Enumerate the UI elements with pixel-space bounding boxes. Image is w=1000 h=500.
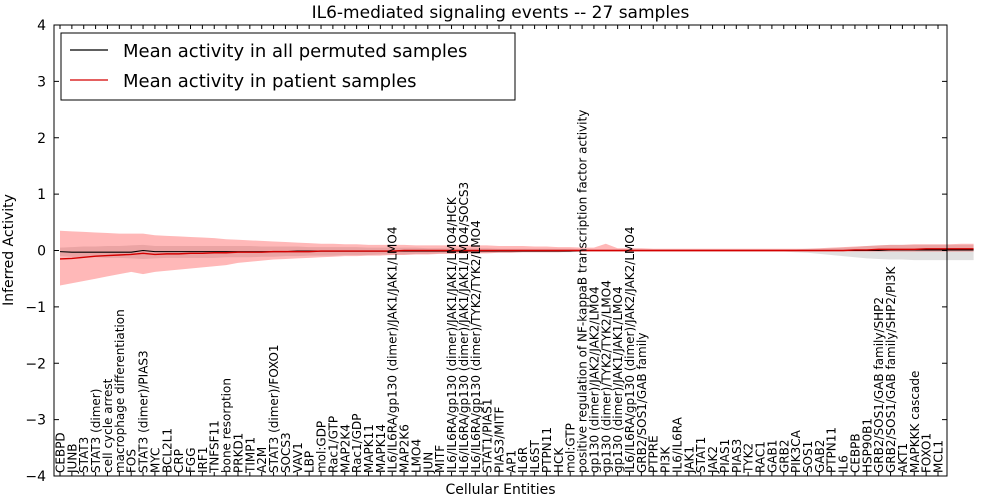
x-tick-label: AP1 bbox=[504, 450, 518, 473]
y-tick-label: 4 bbox=[37, 18, 46, 34]
x-tick-label: PI3K bbox=[659, 446, 673, 473]
x-tick-label: CEBPB bbox=[848, 433, 862, 473]
x-tick-label: JAK2 bbox=[706, 446, 720, 474]
x-tick-label: bone resorption bbox=[220, 378, 234, 473]
x-tick-label: STAT3 bbox=[77, 437, 91, 473]
legend-label-permuted: Mean activity in all permuted samples bbox=[123, 41, 467, 62]
y-tick-label: −1 bbox=[25, 300, 46, 316]
x-tick-label: MCL1 bbox=[932, 440, 946, 473]
x-tick-label: positive regulation of NF-kappaB transcr… bbox=[576, 110, 590, 473]
x-tick-label: MAPKKK cascade bbox=[908, 371, 922, 473]
x-tick-label: MAPK11 bbox=[362, 424, 376, 473]
x-tick-label: IL6/IL6RA/gp130 (dimer)/JAK1/JAK1/LMO4/H… bbox=[445, 196, 459, 473]
y-tick-label: −3 bbox=[25, 413, 46, 429]
x-tick-label: HCK bbox=[552, 447, 566, 473]
x-tick-label: IL6/IL6RA bbox=[670, 416, 684, 473]
x-tick-label: PIAS3/MITF bbox=[493, 406, 507, 473]
x-tick-label: MITF bbox=[433, 445, 447, 473]
x-tick-label: MYC bbox=[148, 448, 162, 473]
series-lines bbox=[59, 248, 974, 260]
y-tick-label: 3 bbox=[37, 74, 46, 90]
y-axis: −4 −3 −2 −1 0 1 2 3 4 bbox=[25, 18, 947, 485]
x-tick-label: BCL2L1 bbox=[160, 428, 174, 473]
x-tick-label: TNFSF11 bbox=[208, 420, 222, 474]
x-tick-label: gp130 (dimer)/JAK1/JAK1/LMO4 bbox=[611, 286, 625, 473]
legend-label-patient: Mean activity in patient samples bbox=[123, 71, 417, 92]
x-tick-label: gp130 (dimer)/JAK2/JAK2/LMO4 bbox=[587, 286, 601, 473]
x-tick-label: A2M bbox=[255, 447, 269, 473]
x-tick-label: IL6/IL6RA/gp130 (dimer)/JAK2/JAK2/LMO4 bbox=[623, 227, 637, 473]
y-tick-label: −4 bbox=[25, 469, 46, 485]
x-tick-label: LMO4 bbox=[409, 439, 423, 473]
x-tick-label: GRB2/SOS1/GAB family/SHP2 bbox=[872, 297, 886, 473]
y-tick-label: −2 bbox=[25, 356, 46, 372]
x-tick-label: CRP bbox=[172, 449, 186, 473]
y-tick-label: 0 bbox=[37, 244, 46, 260]
x-tick-label: PTPN11 bbox=[825, 427, 839, 473]
x-tick-label: SOS1 bbox=[801, 441, 815, 473]
x-tick-label: MAP2K6 bbox=[398, 424, 412, 473]
x-tick-label: PTPRE bbox=[647, 435, 661, 473]
x-tick-label: IRF1 bbox=[196, 447, 210, 473]
x-tick-label: IL6/IL6RA/gp130 (dimer)/JAK1/JAK1/LMO4/S… bbox=[457, 182, 471, 473]
x-tick-label: cell cycle arrest bbox=[101, 378, 115, 473]
x-tick-label: MAP2K4 bbox=[338, 424, 352, 473]
x-tick-label: PIAS1 bbox=[718, 439, 732, 473]
permuted-band bbox=[60, 244, 974, 261]
x-tick-label: mol:GDP bbox=[315, 421, 329, 473]
x-tick-label: JUNB bbox=[65, 443, 79, 474]
x-tick-label: IL6/IL6RA/gp130 (dimer)/TYK2/TYK2/LMO4 bbox=[469, 220, 483, 473]
x-tick-label: VAV1 bbox=[291, 442, 305, 473]
legend-box bbox=[60, 32, 516, 101]
x-tick-label: IL6/IL6RA/gp130 (dimer)/JAK1/JAK1/LMO4 bbox=[386, 227, 400, 473]
x-tick-label: STAT1/PIAS1 bbox=[481, 398, 495, 473]
x-tick-label: TYK2 bbox=[742, 443, 756, 474]
x-tick-label: STAT3 (dimer)/PIAS3 bbox=[137, 350, 151, 473]
x-tick-label: PRKD1 bbox=[231, 433, 245, 473]
x-tick-label: IL6R bbox=[516, 447, 530, 473]
y-tick-label: 1 bbox=[37, 187, 46, 203]
x-tick-label: STAT1 bbox=[694, 437, 708, 473]
x-tick-label: gp130 (dimer)/TYK2/TYK2/LMO4 bbox=[599, 280, 613, 473]
x-axis-label: Cellular Entities bbox=[445, 482, 555, 498]
x-tick-label: FOS bbox=[125, 449, 139, 473]
x-tick-label: GAB1 bbox=[765, 440, 779, 473]
legend: Mean activity in all permuted samples Me… bbox=[60, 32, 516, 101]
x-tick-label: FOXO1 bbox=[920, 433, 934, 473]
x-tick-label: SOCS3 bbox=[279, 432, 293, 473]
x-tick-label: JUN bbox=[421, 452, 435, 474]
x-tick-label: GRB2 bbox=[777, 439, 791, 473]
confidence-bands bbox=[60, 230, 974, 286]
x-tick-label: Rac1/GDP bbox=[350, 414, 364, 473]
x-tick-label: GRB2/SOS1/GAB family/SHP2/PI3K bbox=[884, 265, 898, 473]
x-tick-label: RAC1 bbox=[754, 441, 768, 473]
x-tick-label: GAB2 bbox=[813, 440, 827, 473]
x-tick-label: IL6ST bbox=[528, 440, 542, 473]
patient-band bbox=[60, 230, 974, 286]
x-tick-label: GRB2/SOS1/GAB family bbox=[635, 333, 649, 474]
x-tick-label: Rac1/GTP bbox=[326, 416, 340, 473]
x-tick-label: macrophage differentiation bbox=[113, 309, 127, 473]
x-tick-label: IL6 bbox=[837, 455, 851, 473]
chart-title: IL6-mediated signaling events -- 27 samp… bbox=[312, 3, 690, 23]
x-tick-label: HSP90B1 bbox=[860, 418, 874, 473]
x-tick-label: AKT1 bbox=[896, 443, 910, 473]
x-tick-label: STAT3 (dimer)/FOXO1 bbox=[267, 344, 281, 473]
patient-mean-line bbox=[59, 248, 974, 260]
x-tick-label: STAT3 (dimer) bbox=[89, 389, 103, 473]
x-tick-label: TIMP1 bbox=[243, 437, 257, 474]
x-tick-label: PIK3CA bbox=[789, 429, 803, 473]
x-tick-label: LBP bbox=[303, 451, 317, 473]
x-tick-label: PTPN11 bbox=[540, 427, 554, 473]
x-tick-label: mol:GTP bbox=[564, 423, 578, 473]
x-tick-label: FGG bbox=[184, 447, 198, 473]
x-tick-label: JAK1 bbox=[682, 446, 696, 474]
x-tick-label: CEBPD bbox=[54, 432, 68, 473]
y-axis-label: Inferred Activity bbox=[1, 194, 17, 306]
y-tick-label: 2 bbox=[37, 131, 46, 147]
x-tick-label: PIAS3 bbox=[730, 439, 744, 473]
x-tick-label: MAPK14 bbox=[374, 424, 388, 473]
